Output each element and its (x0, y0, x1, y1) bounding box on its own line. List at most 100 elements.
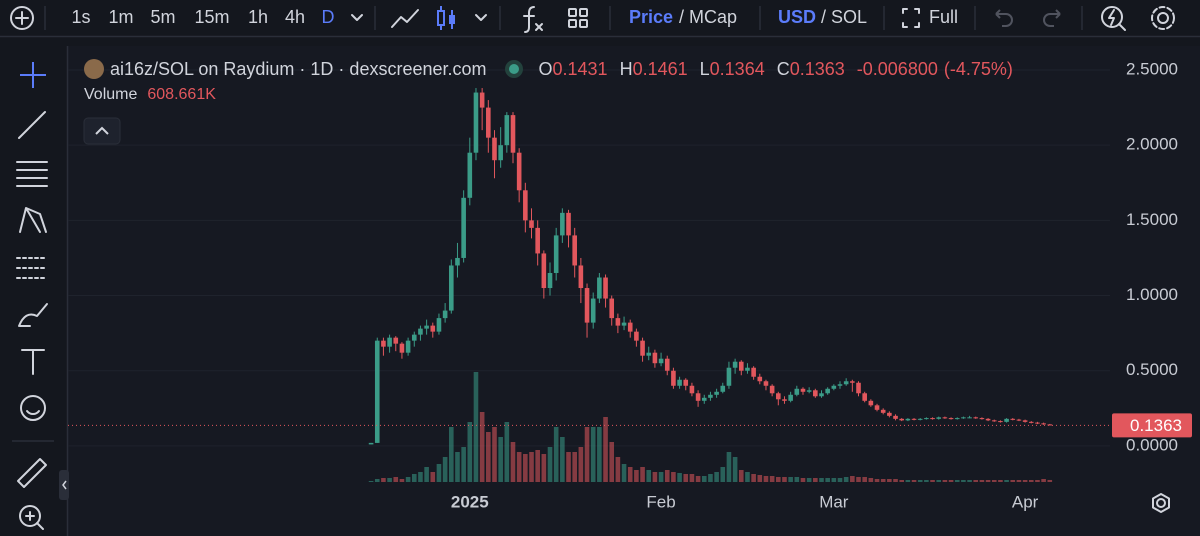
volume-bar (930, 480, 935, 482)
interval[interactable]: 5m (150, 7, 175, 27)
candle-body (788, 394, 793, 401)
volume-bar (1022, 480, 1028, 482)
undo-icon[interactable] (995, 9, 1013, 27)
add-icon[interactable] (10, 6, 34, 30)
projection-tool[interactable] (16, 257, 48, 279)
volume-bar (442, 457, 448, 482)
text-tool[interactable] (21, 349, 45, 375)
collapse-tab[interactable] (59, 470, 69, 500)
sol-toggle[interactable]: / SOL (821, 7, 867, 27)
volume-bar (418, 472, 423, 482)
candle-body (751, 367, 756, 377)
interval-active[interactable]: D (322, 7, 335, 27)
fullscreen-icon[interactable] (902, 8, 920, 28)
usd-toggle[interactable]: USD (778, 7, 816, 27)
volume-bar (393, 477, 399, 482)
volume-bar (794, 477, 800, 482)
ruler-tool[interactable] (17, 458, 47, 488)
candle-body (424, 325, 429, 329)
candle-body (714, 391, 719, 395)
candle-body (381, 340, 386, 347)
volume-bar (621, 464, 627, 482)
chevron[interactable] (351, 14, 363, 21)
volume-bar (498, 437, 503, 482)
candle-body (683, 379, 689, 386)
candle-body (757, 376, 763, 382)
candle-body (615, 318, 621, 326)
volume-bar (627, 467, 633, 482)
interval[interactable]: 1m (108, 7, 133, 27)
candle-body (1016, 419, 1022, 421)
layout-icon[interactable] (568, 8, 588, 28)
interval[interactable]: 15m (194, 7, 229, 27)
candle-icon[interactable] (437, 6, 455, 30)
volume-bar (399, 479, 405, 482)
candle-body (782, 399, 787, 401)
collapse-legend-button[interactable] (83, 117, 121, 145)
volume-bar (689, 474, 695, 482)
interval[interactable]: 1h (248, 7, 268, 27)
volume-bar (523, 454, 528, 482)
fib-tool[interactable] (16, 161, 48, 187)
volume-bar (732, 457, 738, 482)
redo-icon[interactable] (1043, 9, 1061, 27)
chart-settings-icon[interactable] (1152, 493, 1170, 513)
volume-bar (529, 452, 534, 482)
brush-tool[interactable] (18, 303, 48, 327)
volume-bar (547, 447, 553, 482)
volume-name: Volume (84, 86, 138, 103)
crosshair-tool[interactable] (20, 62, 46, 88)
volume-bar (738, 470, 744, 482)
volume-bar (868, 478, 874, 482)
candle-body (813, 390, 818, 397)
indicator-icon[interactable] (523, 6, 543, 33)
candle-body (448, 265, 454, 311)
volume-bar (516, 452, 522, 482)
pattern-tool[interactable] (19, 207, 47, 233)
candle-body (399, 343, 405, 353)
y-tick-label: 1.5000 (1126, 210, 1178, 229)
volume-bar (411, 474, 417, 482)
alert-icon[interactable] (1101, 6, 1126, 31)
candle-body (979, 418, 985, 420)
fullscreen[interactable]: Full (929, 7, 958, 27)
candle-body (936, 417, 942, 419)
interval[interactable]: 4h (285, 7, 305, 27)
volume-bar (430, 472, 436, 482)
zoom-tool[interactable] (19, 505, 44, 530)
chevron[interactable] (475, 14, 487, 21)
volume-bar (1016, 480, 1022, 482)
candle-body (473, 92, 479, 153)
volume-bar (819, 478, 824, 482)
ohlc-value: 0.1431 (552, 58, 608, 79)
settings-icon[interactable] (1151, 6, 1175, 30)
candle-body (486, 107, 491, 138)
volume-bar (541, 454, 547, 482)
mcap-toggle[interactable]: / MCap (679, 7, 737, 27)
volume-bar (837, 478, 843, 482)
candle-body (868, 400, 874, 406)
volume-bar (473, 372, 479, 482)
volume-bar (492, 427, 497, 482)
interval[interactable]: 1s (71, 7, 90, 27)
volume-bar (486, 432, 491, 482)
volume-bar (720, 467, 726, 482)
volume-bar (769, 476, 775, 482)
volume-bar (640, 467, 645, 482)
price-toggle[interactable]: Price (629, 7, 673, 27)
candle-body (701, 397, 707, 401)
candle-body (850, 381, 855, 383)
candle-body (819, 393, 824, 397)
trendline-tool[interactable] (18, 111, 46, 139)
volume-bar (664, 470, 670, 482)
add-icon (15, 11, 29, 25)
emoji-tool[interactable] (20, 395, 46, 421)
candle-body (708, 394, 713, 398)
ohlc-key: C (776, 58, 790, 79)
y-tick-label: 0.0000 (1126, 435, 1178, 454)
line-icon[interactable] (391, 9, 419, 28)
candle-body (492, 137, 497, 161)
candle-body (689, 385, 695, 394)
volume-bar (979, 480, 985, 482)
volume-bar (880, 479, 886, 482)
